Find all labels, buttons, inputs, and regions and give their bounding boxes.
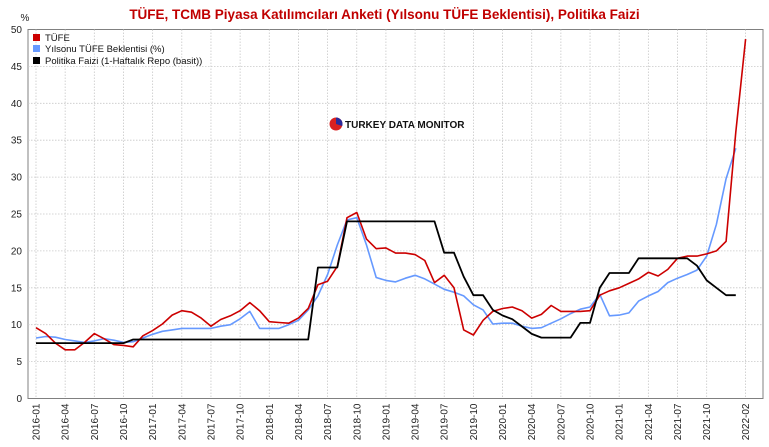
x-tick-label: 2019-01 bbox=[381, 403, 392, 440]
legend-label-politika-faizi: Politika Faizi (1-Haftalık Repo (basit)) bbox=[45, 56, 202, 67]
x-tick-label: 2019-10 bbox=[469, 403, 480, 440]
watermark-logo-wedge bbox=[336, 117, 343, 126]
series-line-tufe bbox=[35, 39, 747, 351]
y-tick-label: 0 bbox=[16, 394, 22, 405]
x-tick-label: 2018-10 bbox=[352, 403, 363, 440]
x-tick-label: 2018-07 bbox=[323, 403, 334, 440]
x-tick-label: 2020-04 bbox=[527, 403, 538, 440]
x-tick-label: 2021-01 bbox=[615, 403, 626, 440]
y-tick-label: 10 bbox=[11, 320, 23, 331]
x-tick-label: 2020-01 bbox=[498, 403, 509, 440]
y-tick-label: 35 bbox=[11, 136, 23, 147]
x-tick-label: 2016-04 bbox=[61, 403, 72, 440]
x-tick-label: 2017-07 bbox=[206, 403, 217, 440]
x-tick-label: 2020-07 bbox=[556, 403, 567, 440]
x-tick-label: 2021-07 bbox=[673, 403, 684, 440]
x-tick-label: 2022-02 bbox=[741, 403, 752, 440]
x-tick-label: 2020-10 bbox=[586, 403, 597, 440]
x-tick-label: 2018-04 bbox=[294, 403, 305, 440]
x-tick-label: 2016-10 bbox=[119, 403, 130, 440]
y-axis-ticks: 0 5 10 15 20 25 30 35 40 45 50 bbox=[11, 25, 23, 405]
y-tick-label: 15 bbox=[11, 283, 23, 294]
legend-label-beklenti: Yılsonu TÜFE Beklentisi (%) bbox=[45, 44, 165, 55]
x-tick-label: 2017-10 bbox=[236, 403, 247, 440]
x-tick-label: 2016-01 bbox=[32, 403, 43, 440]
x-tick-label: 2017-01 bbox=[148, 403, 159, 440]
x-tick-label: 2018-01 bbox=[265, 403, 276, 440]
y-tick-label: 20 bbox=[11, 246, 23, 257]
y-tick-label: 30 bbox=[11, 173, 23, 184]
watermark: TURKEY DATA MONITOR bbox=[329, 117, 465, 131]
watermark-text: TURKEY DATA MONITOR bbox=[345, 120, 465, 131]
legend-swatch-tufe bbox=[33, 34, 40, 41]
x-tick-label: 2019-07 bbox=[440, 403, 451, 440]
x-tick-label: 2021-04 bbox=[644, 403, 655, 440]
chart-title: TÜFE, TCMB Piyasa Katılımcıları Anketi (… bbox=[129, 7, 639, 22]
y-tick-label: 40 bbox=[11, 99, 23, 110]
y-tick-label: 50 bbox=[11, 25, 23, 36]
legend-swatch-politika-faizi bbox=[33, 57, 40, 64]
legend-swatch-beklenti bbox=[33, 45, 40, 52]
legend: TÜFE Yılsonu TÜFE Beklentisi (%) Politik… bbox=[33, 33, 202, 67]
y-axis-unit: % bbox=[21, 13, 30, 24]
series-line-beklenti bbox=[35, 148, 737, 344]
x-tick-label: 2016-07 bbox=[90, 403, 101, 440]
y-tick-label: 5 bbox=[16, 357, 22, 368]
series-lines bbox=[35, 39, 747, 351]
y-tick-label: 45 bbox=[11, 62, 23, 73]
x-axis-ticks: 2016-01 2016-04 2016-07 2016-10 2017-01 2017-… bbox=[32, 403, 753, 440]
grid-lines bbox=[28, 29, 763, 399]
x-tick-label: 2017-04 bbox=[177, 403, 188, 440]
x-tick-label: 2021-10 bbox=[702, 403, 713, 440]
x-tick-label: 2019-04 bbox=[411, 403, 422, 440]
y-tick-label: 25 bbox=[11, 210, 23, 221]
series-line-politika-faizi bbox=[36, 220, 736, 345]
legend-label-tufe: TÜFE bbox=[45, 33, 70, 44]
